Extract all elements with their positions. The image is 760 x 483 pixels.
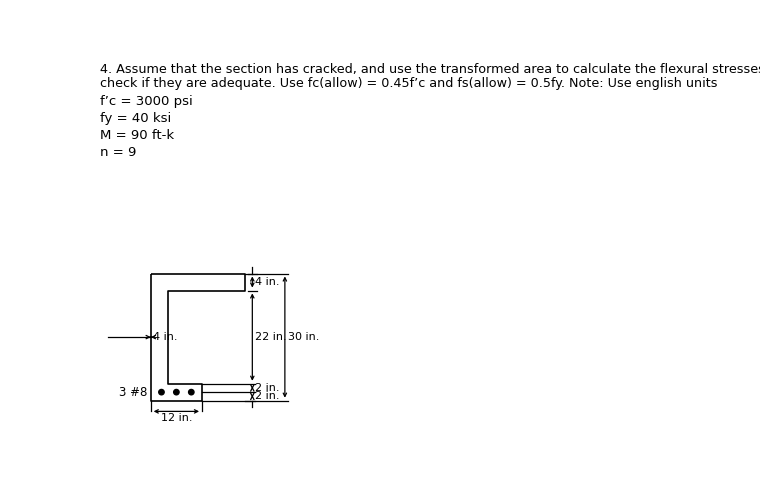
- Text: fy = 40 ksi: fy = 40 ksi: [100, 112, 172, 125]
- Text: 4 in.: 4 in.: [153, 332, 178, 342]
- Text: 22 in.: 22 in.: [255, 332, 287, 342]
- Text: 2 in.: 2 in.: [255, 383, 280, 393]
- Text: 3 #8: 3 #8: [119, 385, 147, 398]
- Text: check if they are adequate. Use fc(allow) = 0.45f’c and fs(allow) = 0.5fy. Note:: check if they are adequate. Use fc(allow…: [100, 77, 718, 90]
- Text: n = 9: n = 9: [100, 146, 137, 159]
- Text: f’c = 3000 psi: f’c = 3000 psi: [100, 95, 193, 108]
- Text: 2 in.: 2 in.: [255, 391, 280, 401]
- Text: 4 in.: 4 in.: [255, 277, 280, 287]
- Text: M = 90 ft-k: M = 90 ft-k: [100, 129, 175, 142]
- Text: 12 in.: 12 in.: [160, 413, 192, 423]
- Circle shape: [174, 389, 179, 395]
- Circle shape: [188, 389, 194, 395]
- Text: 4. Assume that the section has cracked, and use the transformed area to calculat: 4. Assume that the section has cracked, …: [100, 63, 760, 76]
- Text: 30 in.: 30 in.: [288, 332, 319, 342]
- Circle shape: [159, 389, 164, 395]
